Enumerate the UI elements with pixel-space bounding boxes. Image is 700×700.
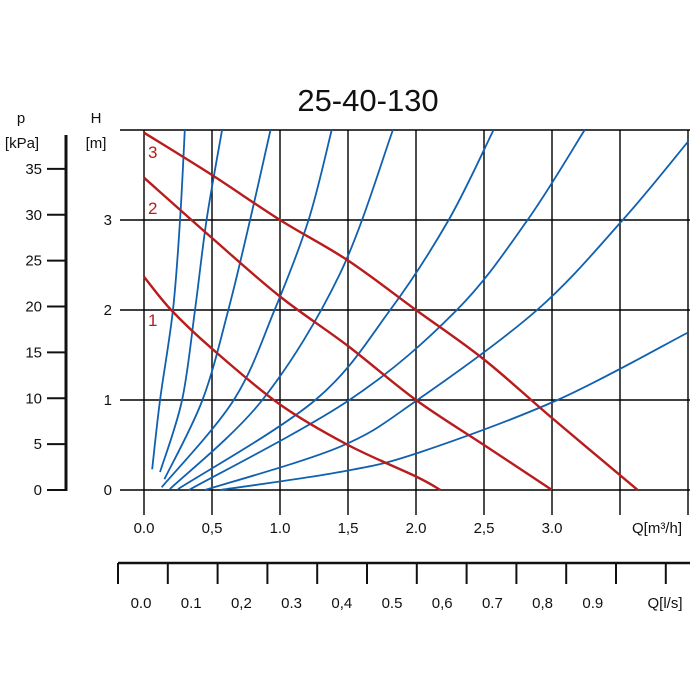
x-axis-label: Q[m³/h] bbox=[632, 520, 682, 537]
system-curve bbox=[159, 129, 223, 473]
x2-tick-label: 0.5 bbox=[382, 595, 403, 612]
system-curve bbox=[160, 129, 333, 488]
x-tick-label: 1.0 bbox=[270, 520, 291, 537]
pump-curve-label: 1 bbox=[148, 311, 157, 330]
x-tick-label: 0.0 bbox=[134, 520, 155, 537]
system-curve bbox=[220, 331, 689, 491]
y-tick-label: 2 bbox=[104, 302, 112, 319]
x2-axis-label: Q[l/s] bbox=[647, 595, 682, 612]
y2-tick-label: 35 bbox=[25, 161, 42, 178]
system-curve bbox=[151, 129, 186, 470]
x2-tick-label: 0.3 bbox=[281, 595, 302, 612]
y2-tick-label: 0 bbox=[34, 482, 42, 499]
x-tick-label: 2.0 bbox=[406, 520, 427, 537]
y2-tick-label: 20 bbox=[25, 299, 42, 316]
grid bbox=[120, 129, 690, 515]
y2-tick-label: 10 bbox=[25, 390, 42, 407]
system-curves bbox=[151, 129, 689, 491]
pump-curve-3 bbox=[143, 131, 639, 491]
x2-tick-label: 0,4 bbox=[331, 595, 352, 612]
x-tick-label: 3.0 bbox=[542, 520, 563, 537]
x-tick-label: 2,5 bbox=[474, 520, 495, 537]
y-axis-unit: [m] bbox=[86, 135, 107, 152]
x2-tick-label: 0.9 bbox=[582, 595, 603, 612]
y2-axis-unit: [kPa] bbox=[5, 135, 39, 152]
y-tick-label: 1 bbox=[104, 392, 112, 409]
x2-tick-label: 0,2 bbox=[231, 595, 252, 612]
y2-tick-label: 5 bbox=[34, 436, 42, 453]
pump-curve-label: 2 bbox=[148, 199, 157, 218]
y-tick-label: 3 bbox=[104, 212, 112, 229]
system-curve bbox=[169, 129, 394, 490]
x-tick-label: 0,5 bbox=[202, 520, 223, 537]
pump-curve-2 bbox=[143, 176, 553, 492]
y2-tick-label: 30 bbox=[25, 207, 42, 224]
x2-tick-label: 0.0 bbox=[131, 595, 152, 612]
x-tick-label: 1,5 bbox=[338, 520, 359, 537]
y-axis-label: H bbox=[91, 110, 102, 127]
pump-curves: 1 2 3 bbox=[143, 131, 639, 492]
x2-tick-label: 0,8 bbox=[532, 595, 553, 612]
chart-title: 25-40-130 bbox=[297, 83, 438, 118]
x2-tick-label: 0.1 bbox=[181, 595, 202, 612]
pump-curve-label: 3 bbox=[148, 143, 157, 162]
y2-axis-label: p bbox=[17, 110, 25, 127]
system-curve bbox=[204, 141, 689, 491]
system-curve bbox=[177, 129, 495, 490]
y-tick-label: 0 bbox=[104, 482, 112, 499]
system-curve bbox=[163, 129, 272, 480]
y2-tick-label: 15 bbox=[25, 344, 42, 361]
x2-tick-label: 0.7 bbox=[482, 595, 503, 612]
y2-tick-label: 25 bbox=[25, 253, 42, 270]
system-curve bbox=[188, 129, 586, 491]
pump-curve-1 bbox=[143, 275, 442, 492]
x2-tick-label: 0,6 bbox=[432, 595, 453, 612]
